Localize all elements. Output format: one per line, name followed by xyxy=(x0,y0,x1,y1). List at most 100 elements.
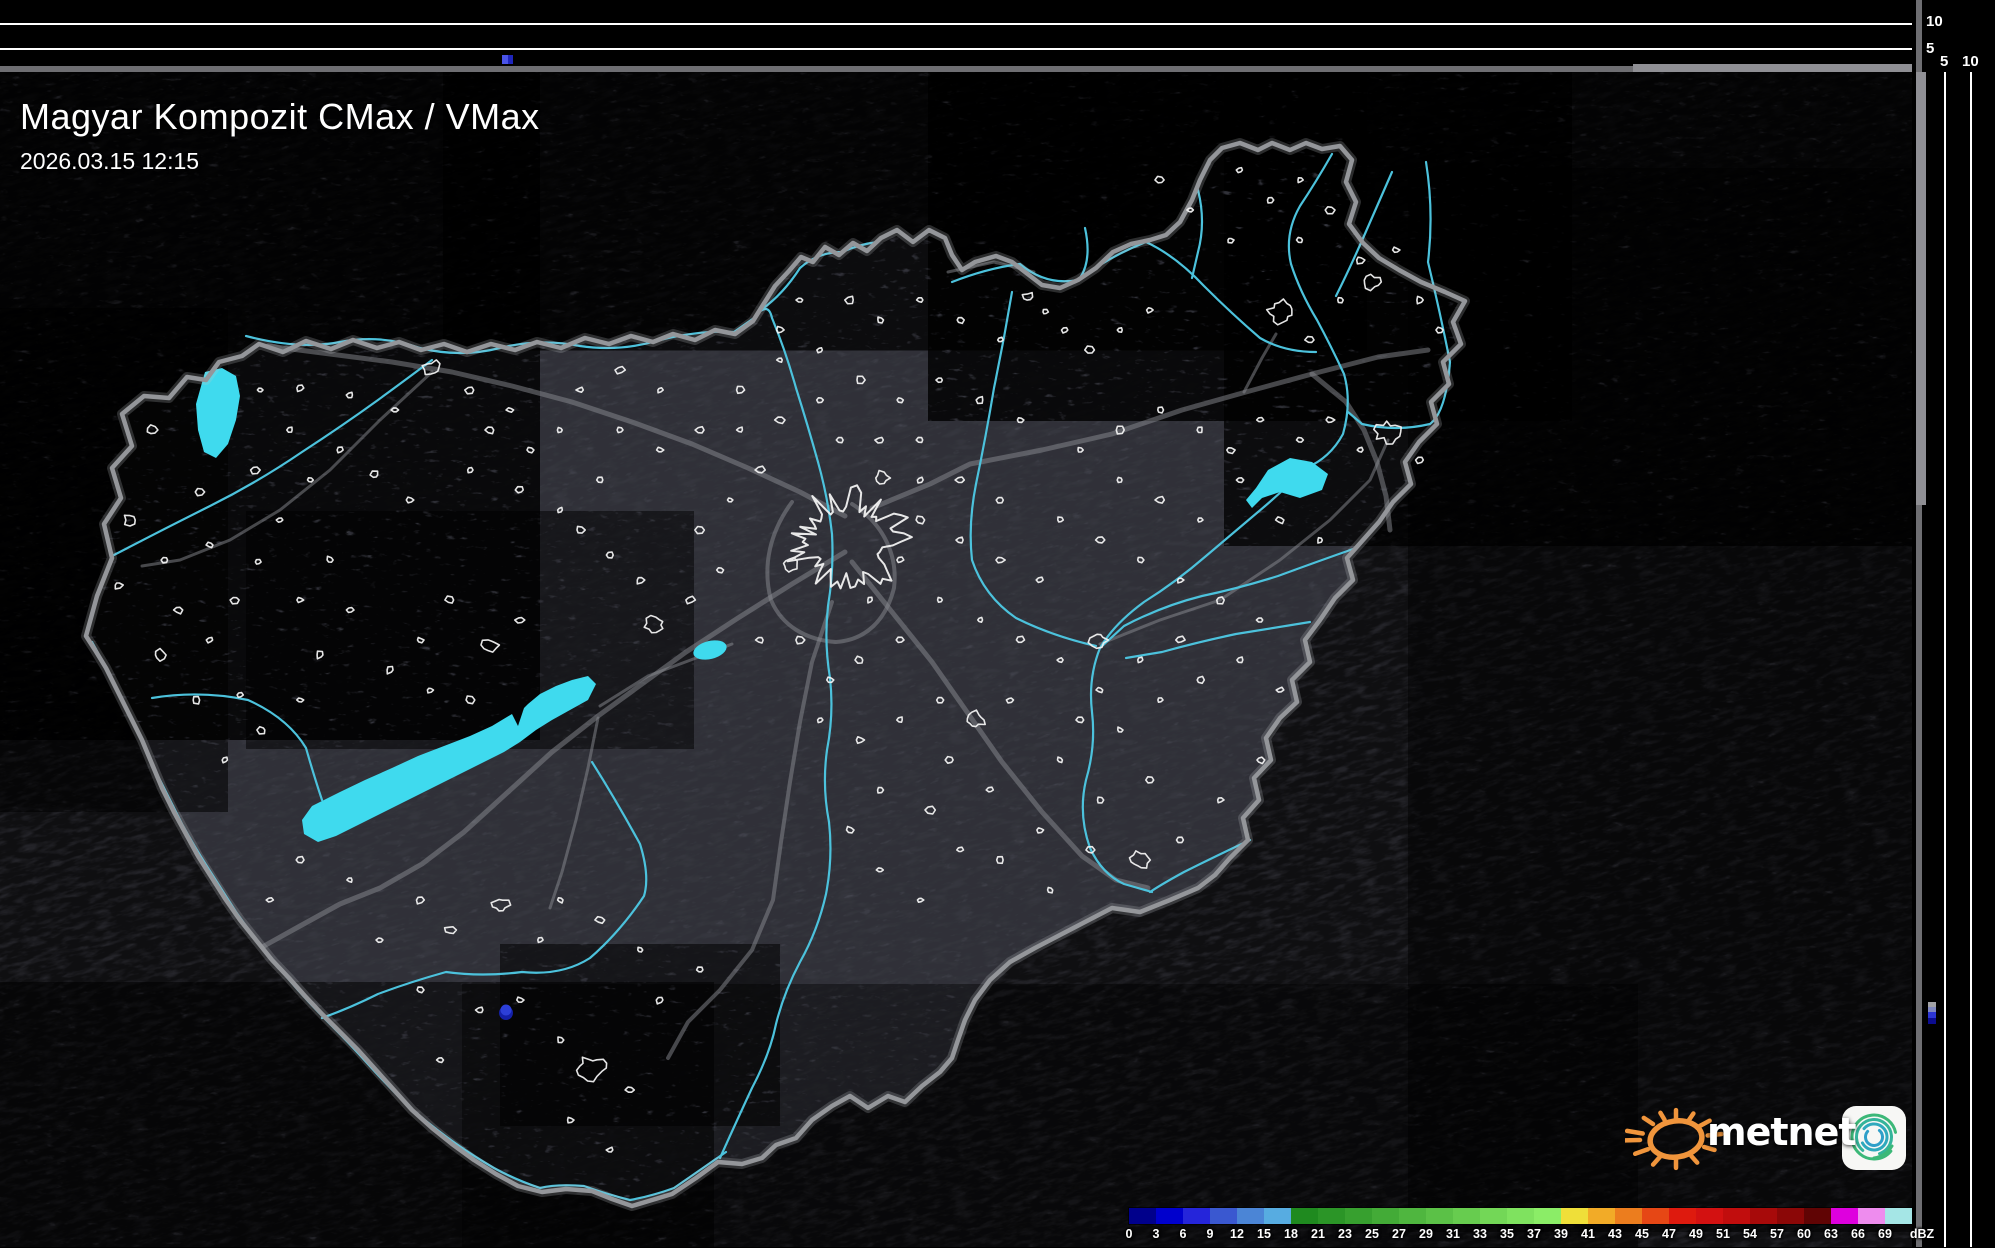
settlement-outline xyxy=(369,470,379,479)
dbz-cell-25 xyxy=(1372,1208,1399,1224)
top-cross-section-panel xyxy=(0,0,1912,66)
settlement-outline xyxy=(566,1116,575,1124)
settlement-outline xyxy=(614,365,627,375)
settlement-outline xyxy=(375,937,384,944)
dbz-cell-51 xyxy=(1723,1208,1750,1224)
river-raba xyxy=(110,358,434,558)
settlement-outline xyxy=(575,1056,608,1083)
settlement-outline xyxy=(1136,556,1145,564)
dbz-label-37: 37 xyxy=(1527,1227,1541,1241)
dbz-cell-57 xyxy=(1777,1208,1804,1224)
settlement-outline xyxy=(966,709,986,728)
dbz-label-63: 63 xyxy=(1824,1227,1838,1241)
echo-cell xyxy=(508,55,513,64)
dbz-cell-9 xyxy=(1210,1208,1237,1224)
settlement-outline xyxy=(856,375,866,385)
settlement-outline xyxy=(1324,206,1336,215)
settlement-outline xyxy=(296,596,305,604)
road-miskolc-spur xyxy=(1242,332,1278,394)
lake-velence xyxy=(693,640,727,660)
settlement-outline xyxy=(1414,456,1425,465)
dbz-cell-69 xyxy=(1885,1208,1912,1224)
settlement-outline xyxy=(1176,577,1185,584)
road-4 xyxy=(1098,438,1390,646)
settlement-outline xyxy=(537,936,544,944)
settlement-outline xyxy=(1056,756,1064,764)
river-sio-kapos xyxy=(320,760,648,1020)
settlement-outline xyxy=(236,691,245,699)
dbz-label-49: 49 xyxy=(1689,1227,1703,1241)
settlement-outline xyxy=(643,614,664,634)
settlement-outline xyxy=(1297,177,1304,184)
lake-balaton xyxy=(302,676,596,842)
settlement-outline xyxy=(754,636,764,644)
settlement-outline xyxy=(1337,296,1344,304)
right-axis-label-10: 10 xyxy=(1962,53,1979,70)
sun-ray xyxy=(1641,1115,1656,1127)
settlement-outline xyxy=(1227,237,1235,244)
sun-ray xyxy=(1697,1118,1712,1129)
settlement-outline xyxy=(1116,327,1123,333)
river-zala xyxy=(150,693,324,802)
metnet-logo[interactable]: metnet xyxy=(1625,1088,1915,1180)
settlement-outline xyxy=(924,805,937,815)
settlement-outline xyxy=(1236,656,1244,664)
dbz-label-57: 57 xyxy=(1770,1227,1784,1241)
dbz-cell-6 xyxy=(1183,1208,1210,1224)
settlement-outline xyxy=(1117,726,1124,733)
settlement-outline xyxy=(1355,256,1366,265)
settlement-outlines xyxy=(114,166,1444,1153)
settlement-outline xyxy=(955,536,964,544)
settlement-outline xyxy=(556,426,563,434)
settlement-outline xyxy=(256,387,264,393)
settlement-outline xyxy=(1057,516,1065,523)
radar-echo-map xyxy=(499,1004,513,1020)
road-67 xyxy=(548,716,600,910)
settlement-outline xyxy=(1137,656,1144,664)
settlement-outline xyxy=(1157,406,1165,414)
settlement-outline xyxy=(816,347,824,354)
vertical-scrollbar-thumb[interactable] xyxy=(1916,72,1926,505)
settlement-outline xyxy=(977,616,984,623)
settlement-outline xyxy=(526,446,535,454)
settlement-outline xyxy=(1154,495,1166,504)
settlement-outline xyxy=(877,316,885,324)
settlement-outline xyxy=(556,897,564,904)
dbz-cell-33 xyxy=(1480,1208,1507,1224)
settlement-outline xyxy=(326,555,334,563)
sun-ray xyxy=(1650,1154,1663,1167)
top-axis-label-10: 10 xyxy=(1926,13,1943,30)
settlement-outline xyxy=(1325,416,1336,424)
settlement-outline xyxy=(1274,516,1285,525)
settlement-outline xyxy=(875,867,885,873)
river-tisza xyxy=(1081,152,1349,894)
settlement-outline xyxy=(1216,797,1225,804)
settlement-outline xyxy=(256,725,266,735)
settlement-outline xyxy=(443,926,458,935)
settlement-outline xyxy=(295,855,305,864)
horizontal-scrollbar-thumb[interactable] xyxy=(1633,64,1912,72)
settlement-outline xyxy=(895,636,905,644)
dbz-label-18: 18 xyxy=(1284,1227,1298,1241)
sun-icon xyxy=(1625,1107,1724,1171)
settlement-outline xyxy=(254,558,262,565)
river-danube-south xyxy=(718,307,834,1160)
settlement-outline xyxy=(995,556,1006,564)
settlement-outline xyxy=(275,517,284,523)
dbz-cell-35 xyxy=(1507,1208,1534,1224)
settlement-outline xyxy=(1255,617,1264,623)
settlement-outline xyxy=(1317,536,1324,544)
settlement-outline xyxy=(390,407,400,413)
dbz-label-6: 6 xyxy=(1179,1227,1187,1241)
lake-tisza xyxy=(1246,458,1328,508)
settlement-outline xyxy=(595,476,604,484)
settlement-outline xyxy=(1265,298,1293,326)
settlement-outline xyxy=(1175,635,1186,644)
settlement-outline xyxy=(944,755,954,764)
settlement-outline xyxy=(1295,236,1304,244)
settlement-outline xyxy=(1255,416,1265,423)
settlement-outline xyxy=(956,316,965,325)
road-m5 xyxy=(849,559,1151,891)
